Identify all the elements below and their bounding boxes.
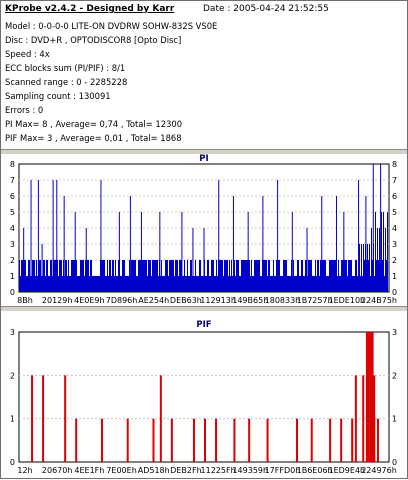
- y-tick-label-right: 7: [392, 176, 397, 185]
- pif-bar: [248, 418, 251, 462]
- x-tick-label: 149359h: [232, 466, 268, 475]
- x-tick-label: 7D896h: [106, 296, 138, 304]
- pif-bar: [42, 375, 45, 462]
- x-tick-label: 1B6E06h: [297, 466, 333, 475]
- pif-bar: [351, 418, 354, 462]
- y-tick-label: 0: [10, 288, 15, 297]
- pif-bar: [192, 418, 195, 462]
- info-sampling: Sampling count : 130091: [5, 91, 111, 101]
- y-tick-label: 2: [10, 371, 15, 380]
- info-panel: KProbe v2.4.2 - Designed by Karr Date : …: [1, 1, 407, 149]
- y-tick-label: 6: [10, 192, 15, 201]
- x-tick-label: 1ED9E4h: [329, 466, 366, 475]
- pif-bar: [365, 332, 370, 462]
- pif-bar: [100, 418, 103, 462]
- info-model: Model : 0-0-0-0 LITE-ON DVDRW SOHW-832S …: [5, 21, 218, 31]
- pif-bar: [373, 375, 376, 462]
- y-tick-label-right: 2: [392, 371, 397, 380]
- y-tick-label: 4: [10, 224, 15, 233]
- x-tick-label: 180833h: [265, 296, 301, 304]
- x-tick-label: 12h: [17, 466, 32, 475]
- pi-chart: 0 0 1 1 2 2 3 3 4 4 5 5 6 6 7 7 8 8 8Bh 20129h 4E0E9h 7D896h A…: [10, 160, 397, 305]
- y-tick-label-right: 5: [392, 208, 397, 217]
- pif-bar: [354, 375, 357, 462]
- x-tick-label: 1EDE10h: [329, 296, 366, 304]
- x-tick-label: 7E00Eh: [106, 466, 136, 475]
- x-tick-label: DEB2Fh: [170, 466, 201, 475]
- y-tick-label-right: 3: [392, 240, 397, 249]
- y-tick-label-right: 4: [392, 224, 397, 233]
- x-tick-label: 1B7257h: [297, 296, 333, 304]
- y-tick-label-right: 0: [392, 458, 397, 467]
- pif-chart-title: PIF: [196, 320, 212, 330]
- x-tick-label: 4EE1Fh: [74, 466, 104, 475]
- pif-bar: [31, 375, 34, 462]
- y-tick-label: 1: [10, 272, 15, 281]
- x-tick-label: 8Bh: [17, 296, 33, 304]
- pif-bar: [310, 418, 313, 462]
- x-tick-label: 224976h: [361, 466, 397, 475]
- pif-bar: [159, 375, 162, 462]
- pif-bar: [152, 418, 155, 462]
- x-tick-label: AD518h: [138, 466, 170, 475]
- y-tick-label: 8: [10, 160, 15, 169]
- x-tick-label: 17FFD0h: [265, 466, 301, 475]
- y-tick-label-right: 2: [392, 256, 397, 265]
- x-tick-label: DEB63h: [170, 296, 202, 304]
- x-tick-label: AE254h: [138, 296, 169, 304]
- y-tick-label: 5: [10, 208, 15, 217]
- x-tick-label: 4E0E9h: [74, 296, 104, 304]
- y-tick-label: 0: [10, 458, 15, 467]
- info-disc: Disc : DVD+R , OPTODISCOR8 [Opto Disc]: [5, 35, 182, 45]
- y-tick-label-right: 1: [392, 272, 397, 281]
- pif-chart: 0 0 1 1 2 2 3 3 12h 20670h 4EE1Fh 7E00Eh AD518h DEB2F…: [10, 328, 397, 475]
- info-errors: Errors : 0: [5, 105, 44, 115]
- y-tick-label: 3: [10, 328, 15, 337]
- y-tick-label: 7: [10, 176, 15, 185]
- y-tick-label-right: 0: [392, 288, 397, 297]
- y-tick-label-right: 6: [392, 192, 397, 201]
- pif-bar: [362, 375, 365, 462]
- info-range: Scanned range : 0 - 2285228: [5, 77, 128, 87]
- info-speed: Speed : 4x: [5, 49, 50, 59]
- y-tick-label-right: 3: [392, 328, 397, 337]
- y-tick-label: 1: [10, 415, 15, 424]
- info-pif-stats: PIF Max= 3 , Average= 0,01 , Total= 1868: [5, 133, 182, 143]
- pif-panel: PIF 0 0 1 1 2 2 3 3 12h 20670h 4EE1Fh 7E00Eh AD518h D…: [1, 311, 407, 477]
- pif-bar: [233, 418, 236, 462]
- pi-chart-title: PI: [199, 154, 209, 164]
- pif-bar: [369, 332, 374, 462]
- y-tick-label: 3: [10, 240, 15, 249]
- info-pi-stats: PI Max= 8 , Average= 0,74 , Total= 12300: [5, 119, 183, 129]
- x-tick-label: 20670h: [42, 466, 73, 475]
- x-tick-label: 149B65h: [232, 296, 268, 304]
- pif-bar: [75, 418, 78, 462]
- y-tick-label-right: 8: [392, 160, 397, 169]
- pif-bar: [64, 375, 67, 462]
- pif-bar: [266, 418, 269, 462]
- y-tick-label: 2: [10, 256, 15, 265]
- x-tick-label: 11225Fh: [201, 466, 236, 475]
- pif-bar: [170, 418, 173, 462]
- pif-bar: [204, 418, 206, 462]
- pi-panel: PI 0 0 1 1 2 2 3 3 4 4 5 5 6 6 7 7 8 8 8Bh 20129h 4E0E9h 7D89…: [1, 154, 407, 306]
- pif-bar: [340, 418, 343, 462]
- y-tick-label-right: 1: [392, 415, 397, 424]
- x-tick-label: 20129h: [42, 296, 73, 304]
- pif-bar: [215, 418, 218, 462]
- info-ecc: ECC blocks sum (PI/PIF) : 8/1: [5, 63, 126, 73]
- scan-date: Date : 2005-04-24 21:52:55: [203, 4, 329, 14]
- pif-bar: [376, 418, 379, 462]
- pif-bar: [296, 418, 298, 462]
- pif-bar: [329, 418, 332, 462]
- app-title: KProbe v2.4.2 - Designed by Karr: [5, 4, 175, 14]
- pif-bar: [126, 418, 129, 462]
- x-tick-label: 112913h: [200, 296, 236, 304]
- x-tick-label: 224B75h: [361, 296, 397, 304]
